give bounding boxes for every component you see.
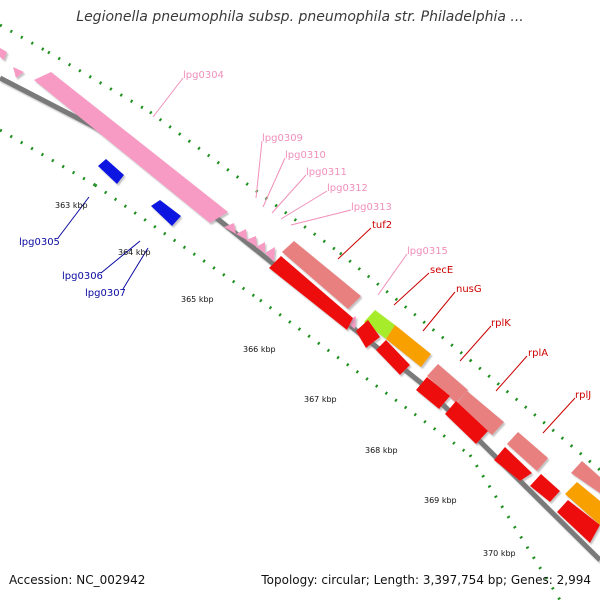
lpg0306-feature xyxy=(151,200,181,226)
nusG-feature xyxy=(386,325,431,367)
scale-label-363: 363 kbp xyxy=(55,201,88,210)
inner-tick-track xyxy=(0,128,562,600)
gene-label-rplJ: rplJ xyxy=(575,390,591,401)
rplL-red-feature xyxy=(494,447,532,481)
rpoB-red-feature xyxy=(530,474,560,502)
lpg0311-feature xyxy=(246,236,257,247)
outer-label-leaders xyxy=(152,77,576,434)
gene-label-lpg0306: lpg0306 xyxy=(62,271,103,282)
map-title: Legionella pneumophila subsp. pneumophil… xyxy=(76,9,524,25)
scale-label-369: 369 kbp xyxy=(424,496,457,505)
gene-label-lpg0315: lpg0315 xyxy=(407,246,448,257)
rplK-upper-feature xyxy=(376,340,410,375)
gene-label-lpg0310: lpg0310 xyxy=(285,150,326,161)
gene-label-secE: secE xyxy=(430,265,453,276)
gene-label-rplK: rplK xyxy=(491,318,511,329)
outer-tick-track xyxy=(0,23,600,472)
scale-label-368: 368 kbp xyxy=(365,446,398,455)
pseudogene-features xyxy=(0,48,356,329)
tuf2-lower-feature xyxy=(269,256,353,330)
accession-label: Accession: NC_002942 xyxy=(9,573,146,587)
inner-label-leaders xyxy=(57,196,149,290)
rplA-salmon-feature xyxy=(427,364,468,403)
gene-label-lpg0312: lpg0312 xyxy=(327,183,368,194)
rpoC-orange-feature xyxy=(565,482,600,525)
scale-labels: 363 kbp 364 kbp 365 kbp 366 kbp 367 kbp … xyxy=(55,201,516,558)
gene-label-lpg0311: lpg0311 xyxy=(306,167,347,178)
gene-label-nusG: nusG xyxy=(456,284,482,295)
lpg0310-feature xyxy=(236,229,247,240)
rpoC-salmon-feature xyxy=(571,461,600,493)
tuf2-upper-feature xyxy=(282,241,361,309)
lpg0309-feature xyxy=(224,223,236,234)
rplK-lower-feature xyxy=(356,320,380,348)
blue-cds-features xyxy=(98,159,181,226)
rpoC-red-feature xyxy=(557,500,600,543)
pseudogene-triangle-a xyxy=(13,67,24,78)
secE-feature xyxy=(364,310,395,339)
gene-label-lpg0304: lpg0304 xyxy=(183,70,224,81)
gene-label-lpg0309: lpg0309 xyxy=(262,133,303,144)
scale-label-367: 367 kbp xyxy=(304,395,337,404)
scale-label-370: 370 kbp xyxy=(483,549,516,558)
lpg0312-feature xyxy=(256,242,265,253)
ribosomal-features xyxy=(269,241,600,543)
scale-label-365: 365 kbp xyxy=(181,295,214,304)
rplJ-salmon-feature xyxy=(456,391,504,435)
gene-label-lpg0307: lpg0307 xyxy=(85,288,126,299)
topology-label: Topology: circular; Length: 3,397,754 bp… xyxy=(261,573,591,587)
inner-gene-labels: lpg0305 lpg0306 lpg0307 xyxy=(19,237,126,299)
rplL-salmon-feature xyxy=(507,432,548,471)
gene-label-tuf2: tuf2 xyxy=(372,220,392,231)
gene-label-lpg0313: lpg0313 xyxy=(351,202,392,213)
outer-gene-labels: lpg0304 lpg0309 lpg0310 lpg0311 lpg0312 … xyxy=(183,70,591,401)
scale-label-364: 364 kbp xyxy=(118,248,151,257)
rplJ-red-feature xyxy=(445,401,488,444)
rplA-red-feature xyxy=(416,377,450,409)
genome-backbone xyxy=(0,75,600,562)
lpg0313-feature xyxy=(265,247,275,262)
lpg0315-feature xyxy=(346,316,356,329)
pseudogene-arrow-start xyxy=(0,48,7,60)
lpg0305-feature xyxy=(98,159,124,184)
gene-label-lpg0305: lpg0305 xyxy=(19,237,60,248)
scale-label-366: 366 kbp xyxy=(243,345,276,354)
gene-label-rplA: rplA xyxy=(528,348,548,359)
lpg0304-feature xyxy=(34,72,228,223)
